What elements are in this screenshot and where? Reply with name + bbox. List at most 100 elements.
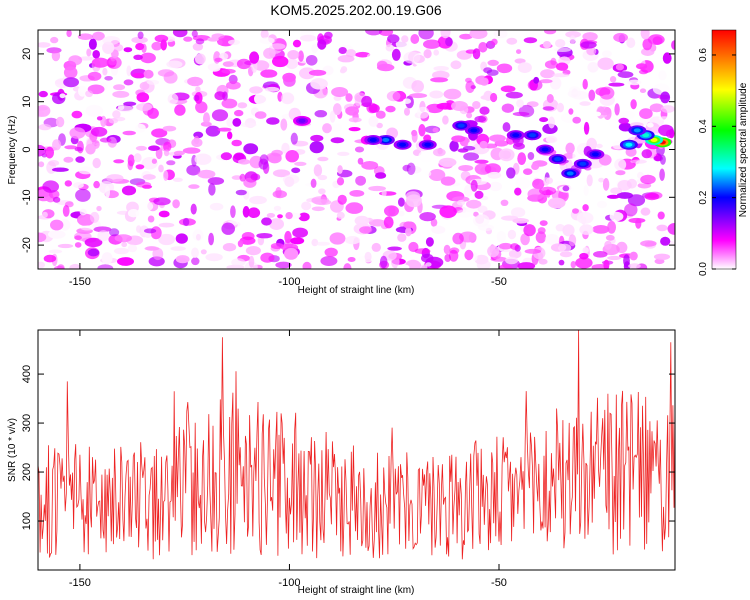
heatmap-cell: [74, 235, 82, 240]
heatmap-cell: [616, 192, 634, 199]
heatmap-cell: [592, 225, 610, 234]
heatmap-cell: [66, 30, 72, 38]
colorbar-gradient: [711, 29, 737, 270]
heatmap-cell: [108, 118, 119, 124]
heatmap-cell: [146, 79, 160, 85]
heatmap-cell: [249, 86, 263, 94]
heatmap-cell: [220, 152, 232, 161]
heatmap-cell: [552, 73, 570, 78]
heatmap-cell: [139, 81, 150, 91]
heatmap-cell: [606, 194, 620, 199]
heatmap-cell: [105, 185, 110, 199]
heatmap-cell: [430, 77, 449, 83]
heatmap-cell: [205, 125, 221, 137]
heatmap-cell: [191, 30, 198, 38]
heatmap-cell: [345, 93, 353, 102]
heatmap-cell: [135, 145, 147, 151]
heatmap-cell: [539, 117, 549, 123]
heatmap-cell: [371, 242, 381, 252]
heatmap-cell: [152, 247, 164, 261]
heatmap-cell: [579, 224, 594, 235]
heatmap-cell: [113, 84, 126, 91]
heatmap-cell: [626, 37, 636, 49]
heatmap-cell: [191, 257, 200, 266]
heatmap-cell: [401, 35, 409, 43]
heatmap-cell: [514, 187, 522, 196]
heatmap-cell: [248, 255, 255, 268]
heatmap-cell: [270, 242, 284, 250]
heatmap-cell: [313, 164, 323, 177]
heatmap-cell: [452, 232, 464, 245]
heatmap-cell: [135, 43, 145, 51]
heatmap-cell: [192, 42, 204, 51]
heatmap-cell: [616, 241, 628, 254]
heatmap-cell: [280, 102, 292, 110]
heatmap-cell: [472, 252, 478, 262]
heatmap-cell: [347, 257, 356, 262]
heatmap-cell: [493, 30, 508, 39]
heatmap-cell: [397, 233, 407, 242]
heatmap-cell: [582, 78, 588, 90]
heatmap-cell: [615, 170, 626, 176]
heatmap-feature: [579, 161, 587, 166]
heatmap-cell: [69, 127, 86, 139]
heatmap-cell: [627, 194, 646, 207]
heatmap-cell: [569, 35, 576, 45]
heatmap-cell: [602, 178, 610, 191]
heatmap-cell: [624, 203, 638, 217]
heatmap-cell: [285, 58, 298, 70]
colorbar-ticks: 0.0 0.2 0.4 0.6: [698, 48, 736, 276]
heatmap-cell: [284, 248, 299, 260]
y-tick-label: 400: [21, 365, 33, 383]
heatmap-cell: [173, 164, 184, 171]
heatmap-cell: [402, 98, 412, 104]
heatmap-cell: [45, 146, 54, 159]
snr-series-line: [38, 330, 675, 560]
heatmap-cell: [211, 109, 229, 122]
heatmap-cell: [580, 41, 597, 49]
heatmap-cell: [531, 163, 540, 170]
heatmap-cell: [250, 173, 261, 181]
x-tick-label: -150: [69, 577, 91, 589]
heatmap-cell: [547, 197, 566, 209]
heatmap-cell: [52, 196, 61, 203]
heatmap-cell: [214, 57, 223, 63]
heatmap-cell: [449, 140, 459, 152]
heatmap-cell: [175, 233, 188, 244]
heatmap-cell: [101, 252, 113, 265]
heatmap-cell: [317, 39, 327, 50]
heatmap-cell: [405, 227, 412, 237]
heatmap-cell: [489, 134, 506, 142]
heatmap-cell: [231, 258, 246, 267]
heatmap-cell: [249, 51, 260, 64]
heatmap-cell: [613, 32, 628, 43]
heatmap-cell: [87, 248, 100, 257]
heatmap-cell: [376, 122, 383, 129]
heatmap-cell: [158, 164, 164, 173]
heatmap-cell: [428, 169, 446, 181]
heatmap-cell: [506, 167, 516, 179]
heatmap-cell: [543, 177, 550, 186]
heatmap-cell: [99, 137, 112, 143]
heatmap-cell: [57, 264, 65, 269]
heatmap-cell: [658, 70, 667, 81]
heatmap-cell: [364, 251, 372, 262]
heatmap-feature: [625, 142, 633, 147]
heatmap-cell: [237, 240, 244, 248]
heatmap-cell: [544, 30, 557, 35]
heatmap-cell: [354, 215, 370, 226]
heatmap-cell: [365, 30, 383, 36]
heatmap-feature: [298, 118, 306, 123]
heatmap-cell: [308, 69, 327, 76]
heatmap-cell: [656, 224, 668, 232]
snr-panel: -150 -100 -50 100 200 300 400 Height of strai…: [7, 329, 676, 596]
heatmap-cell: [486, 69, 499, 76]
heatmap-cell: [273, 205, 282, 211]
heatmap-cell: [440, 30, 451, 39]
heatmap-cell: [195, 53, 206, 65]
heatmap-cell: [615, 63, 625, 71]
heatmap-cell: [271, 149, 283, 157]
heatmap-cell: [628, 263, 641, 269]
heatmap-cell: [604, 240, 612, 250]
